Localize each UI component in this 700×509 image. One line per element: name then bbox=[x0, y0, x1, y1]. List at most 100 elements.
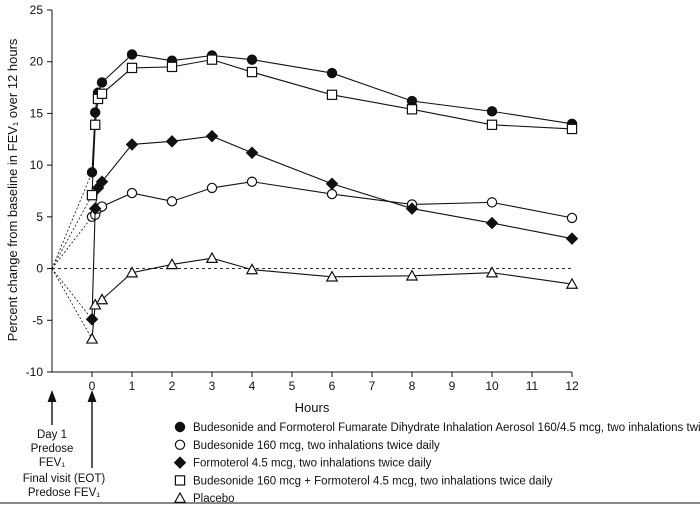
series-3-point bbox=[565, 232, 579, 245]
final-label-line2: Predose FEV₁ bbox=[28, 487, 100, 499]
final-arrow-head bbox=[87, 390, 97, 402]
series-4-point bbox=[166, 61, 178, 73]
legend-label-5: Placebo bbox=[193, 493, 235, 505]
x-tick-label: 8 bbox=[409, 379, 416, 393]
legend-marker-1 bbox=[174, 421, 186, 433]
annotations: Day 1 Predose FEV₁ Final visit (EOT) Pre… bbox=[23, 390, 106, 499]
series-4-point bbox=[96, 88, 108, 99]
series-5-point bbox=[125, 266, 139, 278]
x-tick-label: 11 bbox=[526, 379, 539, 393]
x-tick-label: 0 bbox=[89, 379, 96, 393]
series-4-point bbox=[486, 119, 498, 131]
series-5-point bbox=[85, 332, 99, 344]
series-4 bbox=[51, 54, 578, 269]
series-1-baseline-connector bbox=[51, 172, 93, 269]
final-label-line1: Final visit (EOT) bbox=[23, 473, 106, 485]
series-4-point bbox=[126, 62, 138, 74]
x-tick-label: 3 bbox=[209, 379, 216, 393]
series-3 bbox=[51, 129, 579, 326]
series-1-point bbox=[86, 167, 98, 178]
series-2-point bbox=[326, 188, 338, 200]
legend-label-1: Budesonide and Formoterol Fumarate Dihyd… bbox=[193, 422, 700, 434]
x-tick-label: 4 bbox=[249, 379, 256, 393]
y-tick-label: 0 bbox=[36, 262, 43, 276]
series-3-point bbox=[165, 135, 179, 148]
y-tick-label: 15 bbox=[30, 106, 44, 120]
series-3-point bbox=[95, 175, 109, 188]
series-1-point bbox=[89, 107, 101, 118]
series-5-point bbox=[245, 263, 259, 275]
series-5-baseline-connector bbox=[51, 268, 93, 340]
series-4-point bbox=[566, 123, 578, 135]
series-2-baseline-connector bbox=[51, 216, 93, 269]
series-2-point bbox=[566, 212, 578, 224]
series-5-point bbox=[95, 293, 109, 305]
series-1-point bbox=[126, 49, 138, 60]
series-4-point bbox=[89, 119, 101, 131]
series-3-point bbox=[125, 138, 139, 151]
series-2-point bbox=[246, 176, 258, 187]
series-3-line bbox=[91, 135, 573, 320]
y-tick-label: 25 bbox=[30, 3, 44, 17]
legend-marker-3 bbox=[173, 456, 187, 469]
series-5-point bbox=[165, 257, 179, 270]
series-1 bbox=[51, 49, 578, 269]
series-1-point bbox=[486, 106, 498, 117]
x-tick-label: 10 bbox=[485, 379, 499, 393]
series-2-point bbox=[166, 196, 178, 207]
y-axis-label: Percent change from baseline in FEV₁ ove… bbox=[5, 38, 20, 341]
x-tick-label: 1 bbox=[129, 379, 136, 393]
day1-arrow-head bbox=[47, 390, 57, 402]
series-2-point bbox=[126, 187, 138, 199]
series-3-point bbox=[325, 177, 339, 191]
series-layer bbox=[51, 49, 579, 344]
series-4-point bbox=[206, 54, 218, 65]
series-3-point bbox=[485, 216, 499, 230]
series-3-baseline-connector bbox=[51, 268, 93, 320]
legend-marker-5 bbox=[173, 491, 187, 503]
series-3-point bbox=[405, 202, 419, 215]
series-5 bbox=[51, 251, 579, 344]
series-3-point bbox=[88, 202, 102, 215]
x-tick-label: 5 bbox=[289, 379, 296, 393]
series-2-point bbox=[206, 182, 218, 194]
series-5-point bbox=[325, 270, 339, 282]
legend-label-3: Formoterol 4.5 mcg, two inhalations twic… bbox=[193, 458, 432, 470]
series-5-point bbox=[205, 251, 219, 263]
series-1-point bbox=[246, 54, 258, 65]
series-4-point bbox=[326, 89, 338, 101]
series-3-point bbox=[85, 313, 99, 326]
series-4-point bbox=[246, 66, 258, 78]
series-2-point bbox=[486, 197, 498, 208]
x-tick-label: 6 bbox=[329, 379, 336, 393]
series-5-point bbox=[485, 266, 499, 278]
x-tick-label: 12 bbox=[565, 379, 579, 393]
legend-marker-2 bbox=[174, 439, 186, 450]
series-1-point bbox=[96, 77, 108, 88]
y-tick-label: 20 bbox=[30, 55, 44, 69]
y-tick-label: -5 bbox=[32, 313, 43, 327]
series-4-point bbox=[406, 104, 418, 115]
x-tick-label: 9 bbox=[449, 379, 456, 393]
day1-label-line1: Day 1 bbox=[37, 429, 67, 441]
series-4-point bbox=[86, 189, 98, 201]
day1-label-line3: FEV₁ bbox=[39, 457, 65, 469]
legend-marker-4 bbox=[174, 475, 186, 486]
series-4-baseline-connector bbox=[51, 194, 93, 269]
legend-label-2: Budesonide 160 mcg, two inhalations twic… bbox=[193, 440, 440, 452]
y-tick-label: 10 bbox=[30, 158, 44, 172]
x-tick-label: 7 bbox=[369, 379, 376, 393]
day1-label-line2: Predose bbox=[31, 443, 74, 455]
series-1-point bbox=[326, 67, 338, 79]
legend: Budesonide and Formoterol Fumarate Dihyd… bbox=[173, 421, 700, 505]
legend-label-4: Budesonide 160 mcg + Formoterol 4.5 mcg,… bbox=[193, 475, 553, 487]
y-tick-label: 5 bbox=[36, 210, 43, 224]
x-tick-label: 2 bbox=[169, 379, 176, 393]
series-3-point bbox=[205, 129, 219, 143]
series-3-point bbox=[245, 146, 259, 159]
series-5-point bbox=[405, 269, 419, 281]
series-5-line bbox=[91, 257, 573, 339]
series-4-line bbox=[91, 59, 573, 196]
